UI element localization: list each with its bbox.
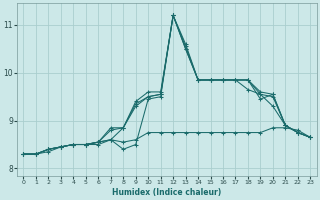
X-axis label: Humidex (Indice chaleur): Humidex (Indice chaleur): [112, 188, 221, 197]
